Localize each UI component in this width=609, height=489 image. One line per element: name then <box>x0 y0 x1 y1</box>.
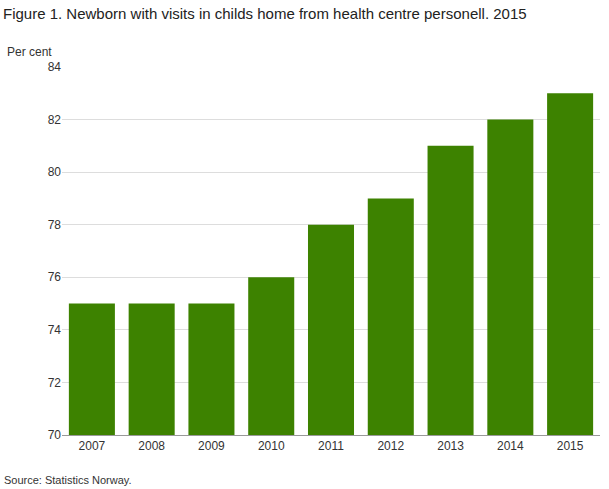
svg-text:2012: 2012 <box>377 439 404 453</box>
svg-text:84: 84 <box>48 60 62 74</box>
svg-text:2014: 2014 <box>497 439 524 453</box>
svg-text:82: 82 <box>48 113 62 127</box>
svg-text:76: 76 <box>48 270 62 284</box>
svg-text:72: 72 <box>48 376 62 390</box>
svg-text:2008: 2008 <box>138 439 165 453</box>
svg-text:Per cent: Per cent <box>7 45 52 59</box>
svg-text:Source: Statistics Norway.: Source: Statistics Norway. <box>4 474 132 486</box>
svg-text:70: 70 <box>48 428 62 442</box>
svg-text:2013: 2013 <box>437 439 464 453</box>
svg-text:2007: 2007 <box>79 439 106 453</box>
svg-text:Figure 1. Newborn with visits: Figure 1. Newborn with visits in childs … <box>3 5 527 22</box>
svg-text:80: 80 <box>48 165 62 179</box>
svg-text:2011: 2011 <box>318 439 344 453</box>
svg-text:2010: 2010 <box>258 439 285 453</box>
svg-text:78: 78 <box>48 218 62 232</box>
svg-text:2009: 2009 <box>198 439 225 453</box>
svg-text:74: 74 <box>48 323 62 337</box>
svg-text:2015: 2015 <box>557 439 584 453</box>
